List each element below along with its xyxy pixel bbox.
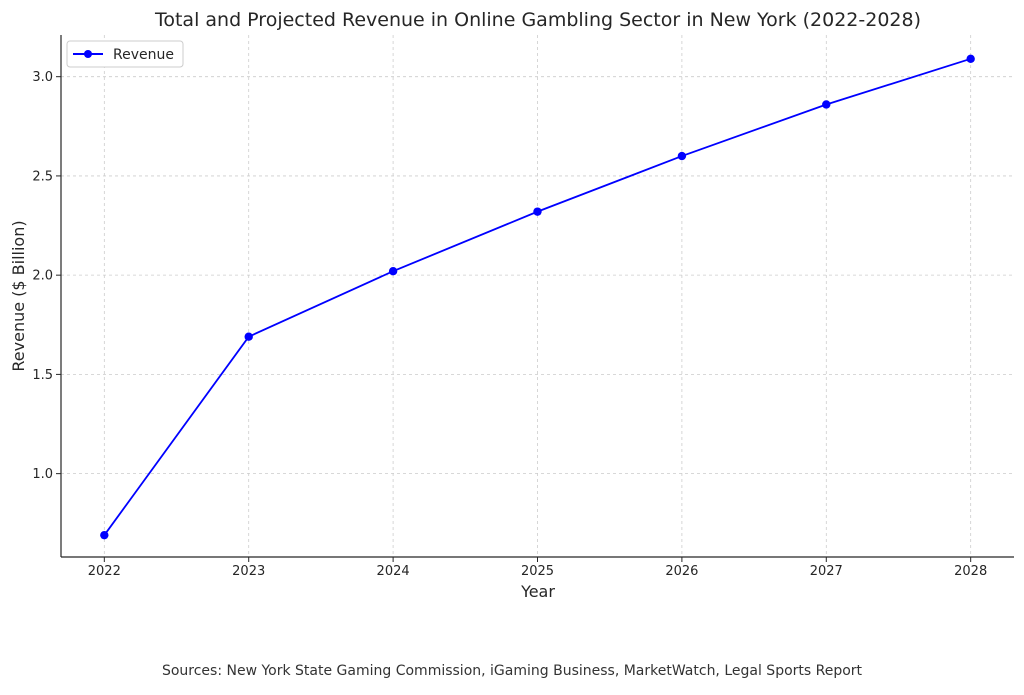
series-layer <box>100 54 975 540</box>
x-tick-label: 2024 <box>377 564 410 579</box>
y-tick-label: 3.0 <box>32 70 53 85</box>
x-tick-label: 2027 <box>810 564 843 579</box>
x-tick-label: 2025 <box>521 564 554 579</box>
data-point <box>244 332 253 341</box>
x-axis-ticks: 2022 2023 2024 2025 2026 2027 2028 <box>88 557 987 579</box>
data-point <box>388 266 398 276</box>
y-tick-label: 1.0 <box>32 467 53 482</box>
data-point <box>533 207 542 216</box>
x-axis-label: Year <box>520 582 555 601</box>
data-point <box>822 100 831 109</box>
y-axis-ticks: 1.0 1.5 2.0 2.5 3.0 <box>32 70 61 482</box>
legend-box <box>66 40 184 68</box>
y-tick-label: 2.5 <box>32 169 53 184</box>
gridlines <box>61 35 1014 557</box>
x-tick-label: 2026 <box>665 564 698 579</box>
y-axis-label: Revenue ($ Billion) <box>9 220 28 371</box>
data-point <box>966 54 975 64</box>
x-tick-label: 2022 <box>88 564 121 579</box>
y-tick-label: 1.5 <box>32 368 53 383</box>
x-tick-label: 2023 <box>232 564 265 579</box>
x-tick-label: 2028 <box>954 564 987 579</box>
data-point <box>100 530 109 540</box>
legend-label-revenue: Revenue <box>113 47 174 63</box>
legend-marker-swatch <box>84 50 92 58</box>
source-note: Sources: New York State Gaming Commissio… <box>161 663 863 679</box>
legend: Revenue <box>66 40 184 68</box>
data-point <box>677 151 687 161</box>
chart-title: Total and Projected Revenue in Online Ga… <box>154 9 921 31</box>
y-tick-label: 2.0 <box>32 269 53 284</box>
